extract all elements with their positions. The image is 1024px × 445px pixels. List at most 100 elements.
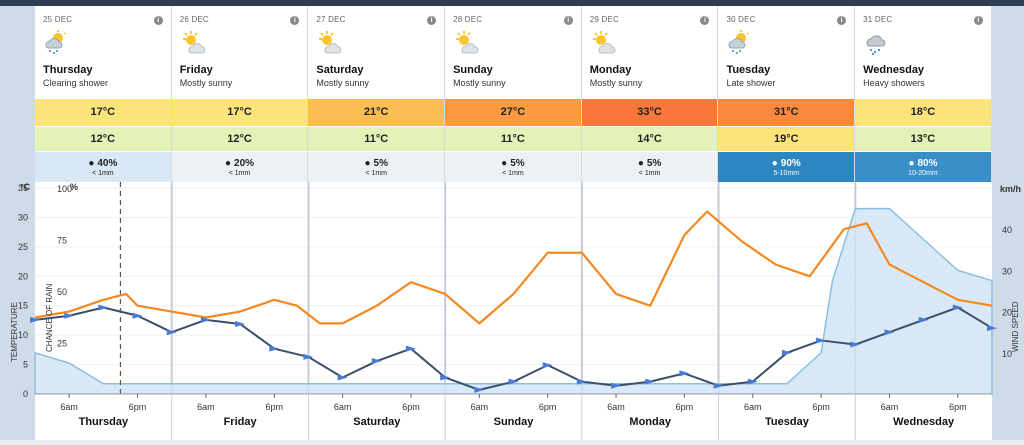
wind-direction-arrow [303,353,314,360]
day-column-tuesday[interactable]: 30 DEC i Tuesday Late shower 31°C 19°C ● 90% 5-1… [718,6,856,182]
rain-chance-area [34,207,993,395]
raindrops-icon: ● [501,158,508,169]
rain-percent: 20% [234,158,255,169]
left-axis-strip [0,6,35,440]
wind-direction-arrow [713,382,724,389]
wind-direction-arrow [474,386,485,393]
day-column-thursday[interactable]: 25 DEC i Thursday Clearing shower 17°C 12°C ● 4… [35,6,172,182]
axis-day-name: Sunday [494,416,535,428]
rain-amount: 10-20mm [908,170,938,177]
temp-unit: °C [20,182,31,192]
day-description: Late shower [726,78,776,88]
wind-direction-arrow [508,378,519,385]
rain-tick-label: 50 [57,287,67,297]
wind-direction-arrow [337,374,348,381]
info-icon[interactable]: i [153,16,163,25]
max-temp: 27°C [445,99,581,126]
rain-percent: 90% [780,158,801,169]
rain-chance: ● 90% 5-10mm [718,151,855,182]
hour-label: 6am [744,402,762,412]
x-axis-band [35,394,992,440]
min-temp: 11°C [445,126,581,151]
rain-tick-label: 75 [57,236,67,246]
info-icon[interactable]: i [700,16,710,25]
hour-label: 6pm [402,402,420,412]
forecast-days: 25 DEC i Thursday Clearing shower 17°C 12°C ● 4… [35,6,992,182]
rain-amount: 5-10mm [773,170,800,177]
wind-direction-arrow [132,312,143,319]
rain-chance: ● 20% < 1mm [171,151,308,182]
hour-label: 6pm [949,402,967,412]
info-icon[interactable]: i [290,16,300,25]
temp-tick-label: 25 [18,242,28,252]
info-icon[interactable]: i [837,16,847,25]
temp-tick-label: 5 [23,360,28,370]
rain-unit: % [70,182,78,192]
day-name: Wednesday [863,64,925,76]
hour-label: 6am [881,402,899,412]
raindrops-icon: ● [637,158,644,169]
hour-label: 6pm [676,402,694,412]
day-column-wednesday[interactable]: 31 DEC i Wednesday Heavy showers 18°C 13°C ● 80… [855,6,992,182]
axis-day-name: Wednesday [893,416,955,428]
temp-tick-label: 35 [18,183,28,193]
max-temp: 17°C [35,99,171,126]
wind-tick-label: 30 [1002,266,1012,276]
min-temp: 12°C [171,126,308,151]
max-temp: 31°C [718,99,855,126]
wind-direction-arrow [952,304,963,311]
day-date: 30 DEC [726,15,756,24]
hour-label: 6am [60,402,78,412]
wind-direction-arrow [98,304,109,311]
day-name: Friday [179,64,213,76]
raindrops-icon: ● [225,158,232,169]
sun-cloud-icon [180,30,206,56]
max-temp: 18°C [855,99,991,126]
min-temp: 19°C [718,126,855,151]
max-temp: 33°C [581,99,718,126]
day-name: Saturday [316,64,364,76]
axis-day-name: Friday [224,416,258,428]
wind-tick-label: 10 [1002,349,1012,359]
wind-unit: km/h [1000,184,1021,194]
hour-label: 6pm [812,402,830,412]
rain-tick-label: 25 [57,339,67,349]
temp-axis-label: TEMPERATURE [10,302,19,362]
right-axis-strip [992,6,1024,440]
info-icon[interactable]: i [427,16,437,25]
day-date: 28 DEC [453,15,483,24]
hour-label: 6am [607,402,625,412]
rain-percent: 5% [510,158,525,169]
day-column-sunday[interactable]: 28 DEC i Sunday Mostly sunny 27°C 11°C ● 5% < 1m… [445,6,582,182]
wind-axis-label: WIND SPEED [1011,301,1020,352]
day-description: Mostly sunny [589,78,643,88]
wind-direction-arrow [30,316,40,323]
rain-percent: 5% [373,158,388,169]
wind-direction-arrow [781,349,792,356]
day-column-monday[interactable]: 29 DEC i Monday Mostly sunny 33°C 14°C ● 5% < 1m… [581,6,719,182]
rain-percent: 80% [917,158,938,169]
day-column-friday[interactable]: 26 DEC i Friday Mostly sunny 17°C 12°C ● 20% < 1… [171,6,309,182]
temp-tick-label: 15 [18,301,28,311]
info-icon[interactable]: i [563,16,573,25]
raindrops-icon: ● [88,158,95,169]
raindrops-icon: ● [908,158,915,169]
day-description: Mostly sunny [453,78,506,88]
forecast-chart: 35 30 25 20 15 10 5 0 °C TEMPERATURE 100 75 50 25% CHA… [0,182,1024,440]
axis-day-name: Thursday [79,416,129,428]
sun-cloud-rain-icon [726,30,752,56]
min-temp: 12°C [35,126,171,151]
max-temp: 17°C [171,99,308,126]
hour-label: 6am [334,402,352,412]
sun-cloud-icon [453,30,479,56]
day-description: Heavy showers [863,78,925,88]
info-icon[interactable]: i [973,16,983,25]
sun-cloud-rain-icon [43,30,69,56]
hour-label: 6pm [539,402,557,412]
rain-amount: < 1mm [228,170,251,177]
sun-cloud-icon [316,30,342,56]
day-column-saturday[interactable]: 27 DEC i Saturday Mostly sunny 21°C 11°C ● 5% < … [308,6,446,182]
hour-label: 6am [471,402,489,412]
rain-chance: ● 5% < 1mm [445,151,581,182]
axis-day-name: Saturday [353,416,401,428]
